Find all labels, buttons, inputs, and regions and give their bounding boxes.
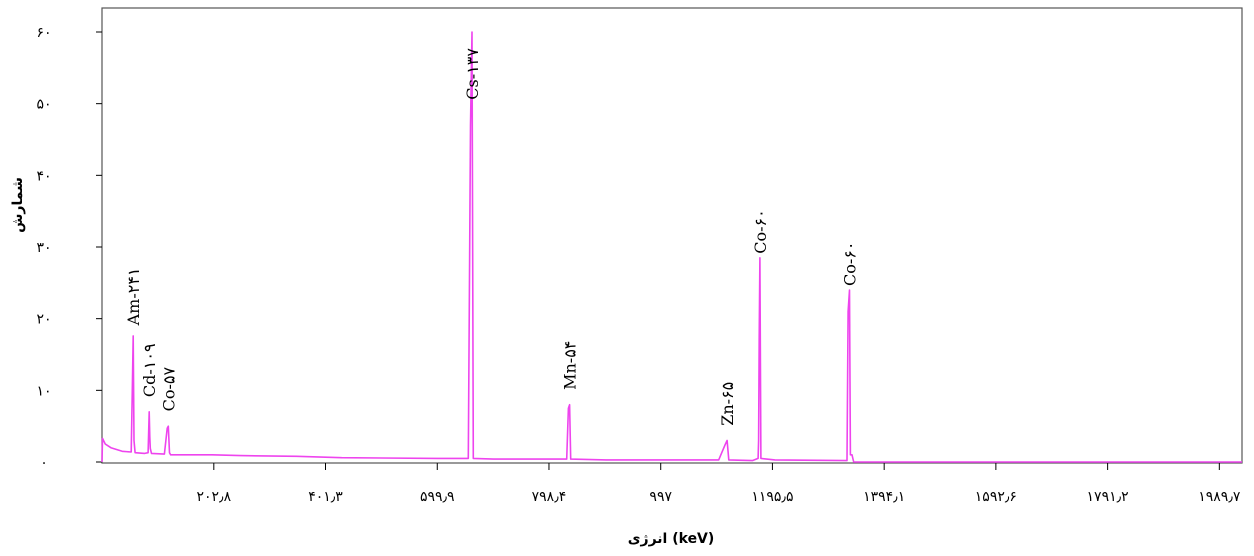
plot-frame [101, 7, 1243, 464]
y-tick-label: ۳۰ [36, 240, 51, 256]
peak-label: Am-۲۴۱ [124, 267, 143, 326]
peak-label: Zn-۶۵ [718, 382, 737, 426]
y-tick-label: ۰ [40, 455, 48, 471]
y-tick-label: ۵۰ [36, 97, 51, 113]
y-tick-label: ۶۰ [36, 25, 51, 41]
y-axis: ۰ ۱۰ ۲۰ ۳۰ ۴۰ ۵۰ ۶۰ [36, 25, 102, 471]
x-tick-label: ۴۰۱٫۳ [308, 489, 343, 505]
x-tick-label: ۱۹۸۹٫۷ [1198, 489, 1241, 505]
peak-label: Cs-۱۳۷ [463, 48, 482, 100]
x-axis: ۲۰۲٫۸ ۴۰۱٫۳ ۵۹۹٫۹ ۷۹۸٫۴ ۹۹۷ ۱۱۹۵٫۵ ۱۳۹۴٫۱ ۱۵۹۲٫… [196, 463, 1241, 505]
x-tick-label: ۲۰۲٫۸ [196, 489, 231, 505]
peak-label: Co-۵۷ [159, 367, 178, 412]
peak-label: Mn-۵۴ [561, 341, 580, 390]
y-tick-label: ۱۰ [36, 383, 51, 399]
y-axis-title: شمارش [10, 177, 26, 233]
peak-label: Co-۶۰ [751, 209, 770, 253]
x-tick-label: ۱۷۹۱٫۲ [1087, 489, 1129, 505]
x-tick-label: ۱۱۹۵٫۵ [751, 489, 793, 505]
x-tick-label: ۷۹۸٫۴ [532, 489, 567, 505]
y-tick-label: ۲۰ [36, 312, 51, 328]
spectrum-series-line [101, 31, 1242, 463]
x-tick-label: ۱۵۹۲٫۶ [975, 489, 1017, 505]
x-tick-label: ۱۳۹۴٫۱ [863, 489, 905, 505]
peak-label: Co-۶۰ [841, 242, 860, 286]
x-axis-title: انرژی (keV) [628, 531, 715, 547]
x-tick-label: ۵۹۹٫۹ [420, 489, 455, 505]
peak-label: Cd-۱۰۹ [140, 343, 159, 397]
series-layer [101, 31, 1242, 463]
y-tick-label: ۴۰ [36, 168, 51, 184]
x-tick-label: ۹۹۷ [649, 489, 672, 505]
annotations: Am-۲۴۱ Cd-۱۰۹ Co-۵۷ Cs-۱۳۷ Mn-۵۴ Zn-۶۵ Co-۶۰ Co… [124, 48, 859, 426]
